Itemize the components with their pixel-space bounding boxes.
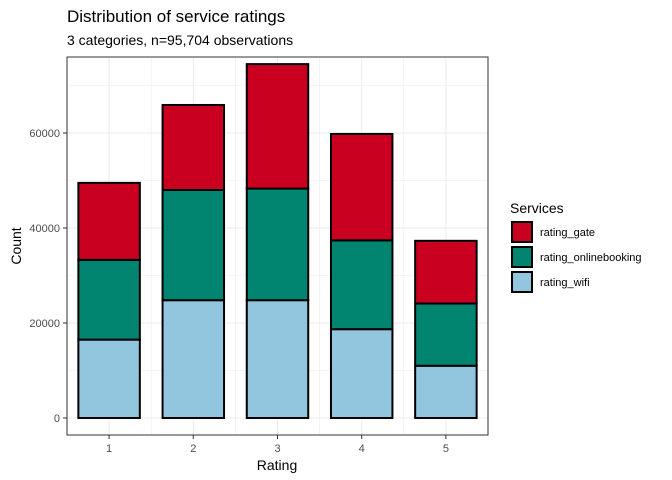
- bar-rating-gate-5: [414, 239, 478, 305]
- bar-rating-gate-2: [161, 103, 226, 191]
- legend-label-rating-wifi: rating_wifi: [540, 277, 590, 289]
- bar-rating-wifi-4: [329, 328, 394, 419]
- bar-rating-onlinebooking-3: [245, 187, 310, 302]
- legend-title: Services: [510, 200, 564, 216]
- x-tick-label: 2: [190, 443, 196, 455]
- y-axis: 0 20000 40000 60000: [29, 128, 67, 425]
- bar-rating-onlinebooking-1: [77, 258, 141, 341]
- bar-rating-wifi-2: [161, 299, 226, 420]
- legend-label-rating-gate: rating_gate: [540, 227, 595, 239]
- bar-rating-onlinebooking-2: [161, 189, 226, 302]
- bar-rating-gate-1: [77, 181, 141, 261]
- bar-rating-gate-4: [329, 132, 394, 242]
- y-tick-label: 60000: [29, 128, 60, 140]
- x-axis: 1 2 3 4 5: [106, 435, 449, 455]
- x-tick-label: 3: [274, 443, 280, 455]
- legend-key-rating-onlinebooking: [511, 246, 533, 268]
- legend: Services rating_gate rating_onlinebooking…: [510, 200, 642, 293]
- x-tick-label: 5: [443, 443, 449, 455]
- x-axis-title: Rating: [257, 457, 297, 473]
- bar-rating-wifi-3: [245, 299, 310, 420]
- y-tick-label: 40000: [29, 223, 60, 235]
- bars-group: [77, 63, 478, 420]
- x-tick-label: 1: [106, 443, 112, 455]
- bar-rating-wifi-5: [414, 364, 478, 419]
- y-tick-label: 20000: [29, 318, 60, 330]
- y-axis-title: Count: [8, 227, 24, 264]
- bar-rating-wifi-1: [77, 338, 141, 419]
- legend-label-rating-onlinebooking: rating_onlinebooking: [540, 252, 642, 264]
- legend-key-rating-gate: [511, 221, 533, 243]
- bar-rating-gate-3: [245, 63, 310, 190]
- bar-rating-onlinebooking-4: [329, 239, 394, 331]
- bar-rating-onlinebooking-5: [414, 302, 478, 367]
- chart-subtitle: 3 categories, n=95,704 observations: [67, 32, 294, 48]
- legend-key-rating-wifi: [511, 271, 533, 293]
- chart-title: Distribution of service ratings: [67, 7, 286, 26]
- x-tick-label: 4: [359, 443, 365, 455]
- y-tick-label: 0: [54, 413, 60, 425]
